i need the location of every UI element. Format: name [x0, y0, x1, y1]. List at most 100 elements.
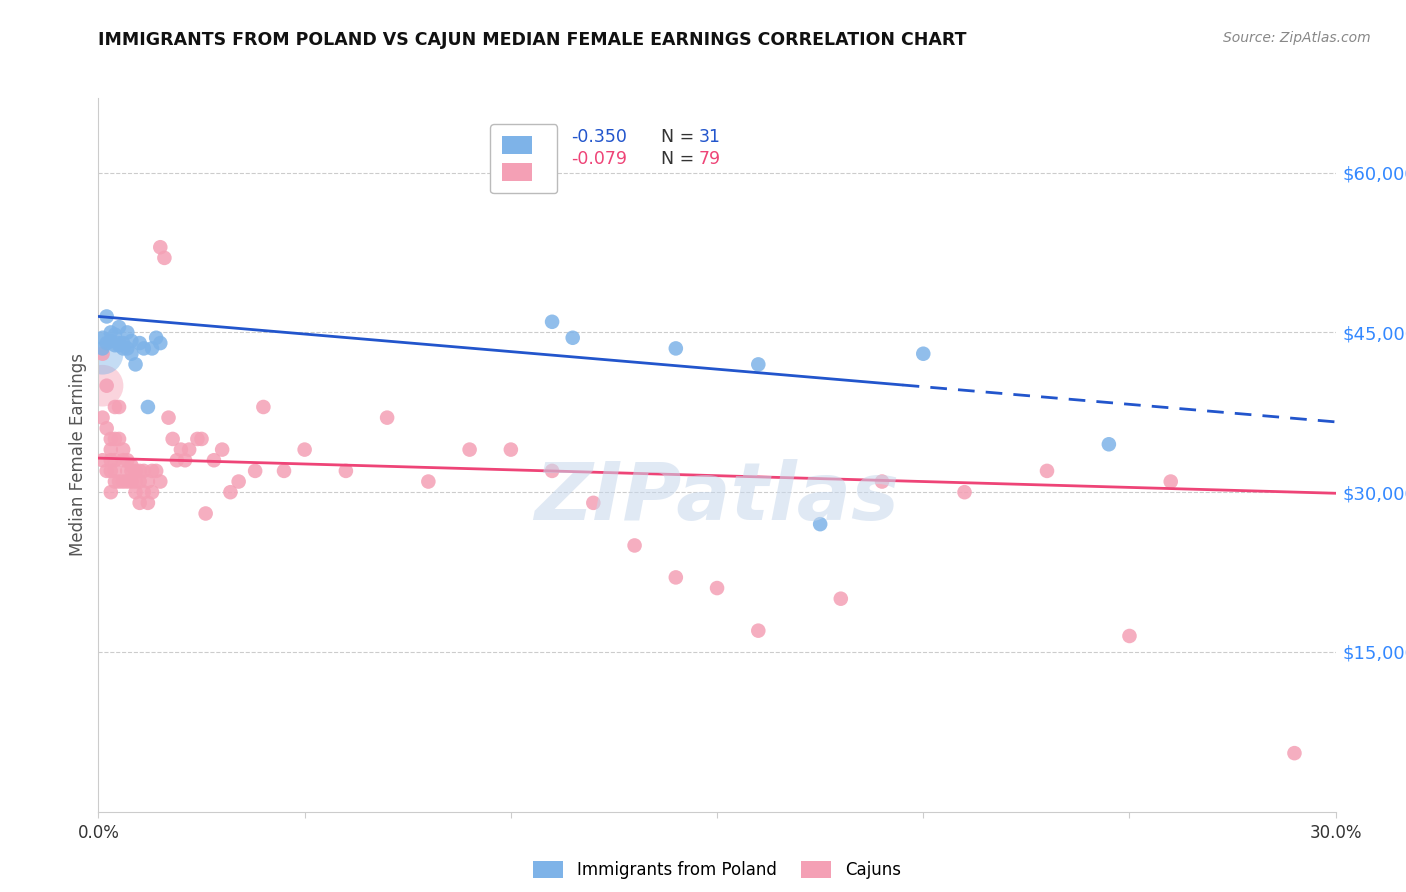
Point	[665, 570, 688, 584]
Point	[108, 320, 131, 334]
Point	[132, 464, 155, 478]
Point	[170, 442, 193, 457]
Point	[91, 347, 114, 361]
Point	[912, 347, 935, 361]
Point	[112, 453, 135, 467]
Point	[128, 464, 150, 478]
Text: ZIPatlas: ZIPatlas	[534, 458, 900, 537]
Point	[104, 464, 127, 478]
Text: -0.079: -0.079	[571, 150, 627, 168]
Point	[104, 327, 127, 342]
Point	[252, 400, 274, 414]
Point	[96, 378, 118, 392]
Point	[141, 342, 163, 356]
Text: 31: 31	[699, 128, 720, 146]
Point	[117, 342, 139, 356]
Point	[108, 432, 131, 446]
Point	[375, 410, 398, 425]
Point	[104, 453, 127, 467]
Point	[228, 475, 250, 489]
Point	[186, 432, 208, 446]
Point	[1098, 437, 1121, 451]
Point	[96, 310, 118, 324]
Point	[100, 442, 122, 457]
Text: IMMIGRANTS FROM POLAND VS CAJUN MEDIAN FEMALE EARNINGS CORRELATION CHART: IMMIGRANTS FROM POLAND VS CAJUN MEDIAN F…	[98, 31, 967, 49]
Point	[100, 464, 122, 478]
Point	[243, 464, 266, 478]
Point	[219, 485, 242, 500]
Point	[117, 453, 139, 467]
Point	[623, 538, 645, 552]
Point	[96, 464, 118, 478]
Point	[273, 464, 295, 478]
Point	[582, 496, 605, 510]
Point	[120, 464, 142, 478]
Point	[117, 464, 139, 478]
Point	[166, 453, 188, 467]
Text: R =: R =	[526, 128, 562, 146]
Text: N =: N =	[661, 150, 700, 168]
Point	[100, 432, 122, 446]
Point	[174, 453, 197, 467]
Point	[112, 342, 135, 356]
Point	[157, 410, 180, 425]
Point	[211, 442, 233, 457]
Point	[100, 485, 122, 500]
Point	[136, 400, 159, 414]
Point	[141, 464, 163, 478]
Point	[1036, 464, 1059, 478]
Point	[128, 336, 150, 351]
Text: -0.350: -0.350	[571, 128, 627, 146]
Point	[120, 458, 142, 473]
Point	[91, 378, 114, 392]
Point	[128, 475, 150, 489]
Point	[561, 331, 583, 345]
Text: N =: N =	[661, 128, 700, 146]
Point	[104, 432, 127, 446]
Point	[108, 336, 131, 351]
Point	[1160, 475, 1182, 489]
Point	[124, 475, 146, 489]
Point	[141, 485, 163, 500]
Point	[91, 410, 114, 425]
Point	[136, 496, 159, 510]
Point	[117, 326, 139, 340]
Point	[541, 315, 564, 329]
Point	[747, 624, 769, 638]
Point	[124, 464, 146, 478]
Point	[112, 475, 135, 489]
Text: Source: ZipAtlas.com: Source: ZipAtlas.com	[1223, 31, 1371, 45]
Point	[149, 475, 172, 489]
Point	[1284, 746, 1306, 760]
Point	[104, 400, 127, 414]
Point	[112, 336, 135, 351]
Point	[747, 358, 769, 372]
Point	[91, 453, 114, 467]
Point	[96, 336, 118, 351]
Point	[91, 347, 114, 361]
Point	[190, 432, 212, 446]
Point	[149, 240, 172, 254]
Point	[499, 442, 522, 457]
Point	[100, 326, 122, 340]
Text: R =: R =	[526, 150, 562, 168]
Point	[104, 475, 127, 489]
Point	[100, 453, 122, 467]
Point	[132, 342, 155, 356]
Point	[149, 336, 172, 351]
Point	[104, 338, 127, 352]
Point	[108, 475, 131, 489]
Point	[120, 334, 142, 348]
Point	[541, 464, 564, 478]
Point	[136, 475, 159, 489]
Point	[124, 358, 146, 372]
Point	[202, 453, 225, 467]
Point	[194, 507, 217, 521]
Point	[108, 400, 131, 414]
Point	[808, 517, 831, 532]
Point	[91, 342, 114, 356]
Point	[335, 464, 357, 478]
Point	[108, 338, 131, 352]
Point	[830, 591, 852, 606]
Point	[458, 442, 481, 457]
